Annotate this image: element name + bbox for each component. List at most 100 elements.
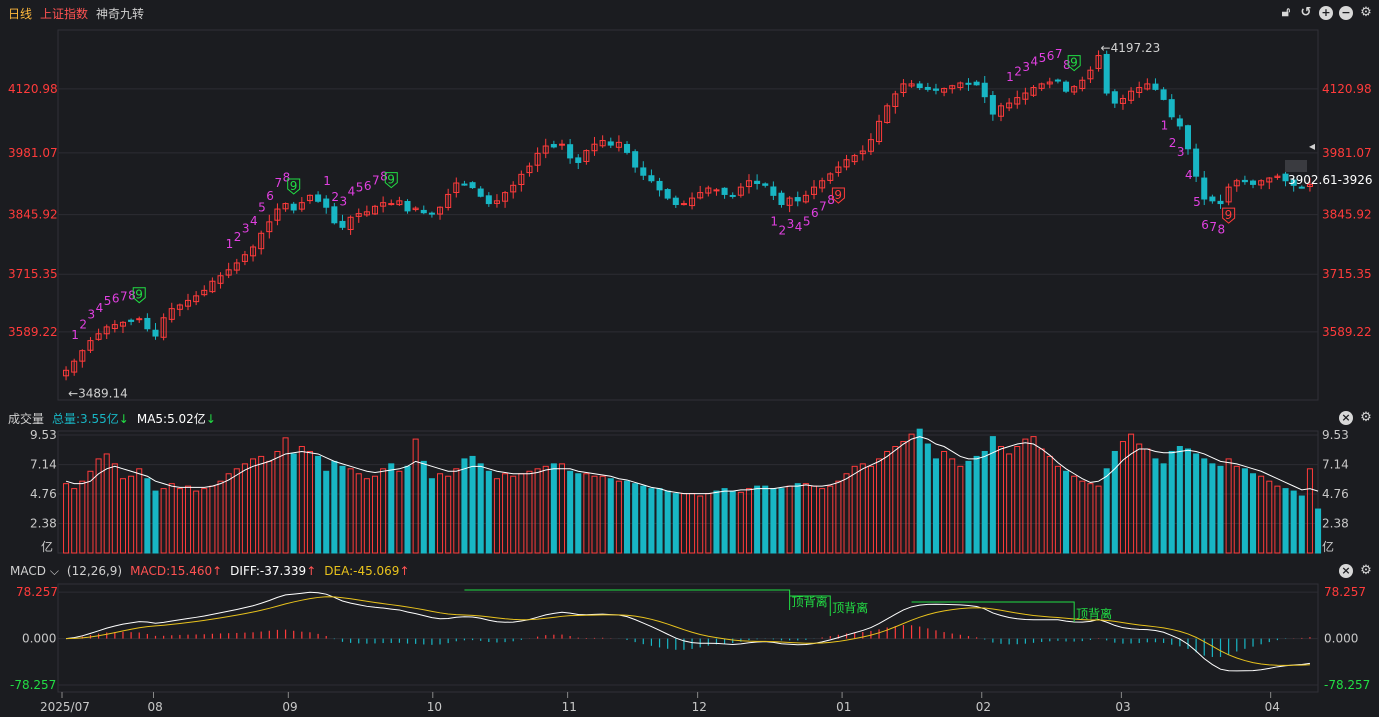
volume-bar [1006,453,1013,554]
candle-body [941,87,948,93]
volume-bar [835,480,842,554]
period-tab-daily[interactable]: 日线 [8,6,33,21]
volume-bar [510,475,517,554]
candle-body [1136,87,1143,93]
candle-body [965,82,972,85]
candle-body [160,317,167,338]
candle-body [437,206,444,215]
volume-bar [802,483,809,554]
volume-bar [1217,465,1224,554]
volume-ma5: MA5:5.02亿↓ [137,410,216,427]
volume-bar [380,468,387,554]
volume-bar [1176,446,1183,554]
volume-tick-left: 4.76 [30,487,57,501]
candle-body [1233,180,1240,187]
nine-digit: 9 [1225,208,1233,222]
nine-digit: 9 [135,288,143,302]
volume-bar [136,468,143,554]
turn-count: 2 [778,223,786,237]
index-name[interactable]: 上证指数 [40,6,89,21]
volume-bar [79,480,86,554]
volume-title: 成交量 [8,411,45,426]
candle-body [347,216,354,231]
volume-bar [924,443,931,554]
candle-body [111,324,118,329]
turn-count: 6 [1047,49,1055,63]
volume-bar [648,488,655,554]
volume-bar [168,483,175,554]
candle-body [729,194,736,197]
settings-icon[interactable]: ⚙ [1360,5,1372,20]
volume-bar [624,480,631,554]
candle-body [233,262,240,271]
volume-bar [819,488,826,554]
volume-bar [469,455,476,554]
turn-count: 1 [323,174,331,188]
volume-bar [1087,483,1094,554]
turn-count: 2 [1014,65,1022,79]
time-tick-label: 09 [282,700,297,714]
volume-bar [737,491,744,554]
candle-body [1038,83,1045,89]
turn-count: 8 [1218,223,1226,237]
volume-bar [1152,458,1159,554]
candle-body [266,221,273,233]
low-annotation: ←3489.14 [68,387,128,401]
volume-tick-right: 7.14 [1322,458,1349,472]
candle-body [526,165,533,174]
settings-icon[interactable]: ⚙ [1360,563,1372,578]
settings-icon[interactable]: ⚙ [1360,410,1372,425]
volume-unit-left: 亿 [41,539,53,554]
nine-digit: 9 [1070,56,1078,70]
candle-body [737,186,744,196]
candle-body [550,144,557,148]
candle-body [445,193,452,208]
volume-bar [949,458,956,554]
volume-bar [355,473,362,554]
volume-bar [388,463,395,554]
volume-bar [193,490,200,554]
candle-body [404,200,411,212]
candle-body [412,207,419,211]
candle-body [989,95,996,115]
volume-bar [981,450,988,554]
volume-bar [1233,465,1240,554]
candle-body [859,150,866,155]
volume-bar [1298,495,1305,554]
candle-body [1290,179,1297,186]
turn-count: 7 [1055,47,1063,61]
macd-title-text: MACD [10,563,46,578]
indicator-name[interactable]: 神奇九转 [96,6,145,21]
volume-bar [1046,455,1053,554]
range-annotation-box [1285,160,1307,172]
zoom-in-icon[interactable]: + [1319,6,1333,20]
volume-tick-right: 2.38 [1322,517,1349,531]
macd-title[interactable]: MACD ⌵ [10,564,59,579]
turn-count: 2 [234,230,242,244]
candle-body [640,167,647,176]
lock-icon[interactable]: 🔓︎ [1281,5,1291,20]
volume-bar [518,473,525,554]
volume-bar [1063,470,1070,554]
candle-body [331,206,338,224]
volume-bar [615,480,622,554]
volume-bar [542,465,549,554]
candle-body [624,143,631,153]
zoom-out-icon[interactable]: − [1339,6,1353,20]
divergence-label: 顶背离 [1076,606,1112,621]
close-icon[interactable]: × [1339,564,1353,578]
candle-body [575,157,582,163]
volume-bar [1119,441,1126,554]
volume-bar [1250,473,1257,554]
candle-body [217,275,224,284]
nine-badge [287,178,301,195]
candle-body [876,120,883,143]
undo-icon[interactable]: ↺ [1300,5,1312,20]
turn-count: 4 [96,301,104,315]
candle-body [518,173,525,185]
candle-body [136,318,143,321]
time-tick-label: 04 [1265,700,1280,714]
close-icon[interactable]: × [1339,411,1353,425]
candle-body [916,83,923,89]
